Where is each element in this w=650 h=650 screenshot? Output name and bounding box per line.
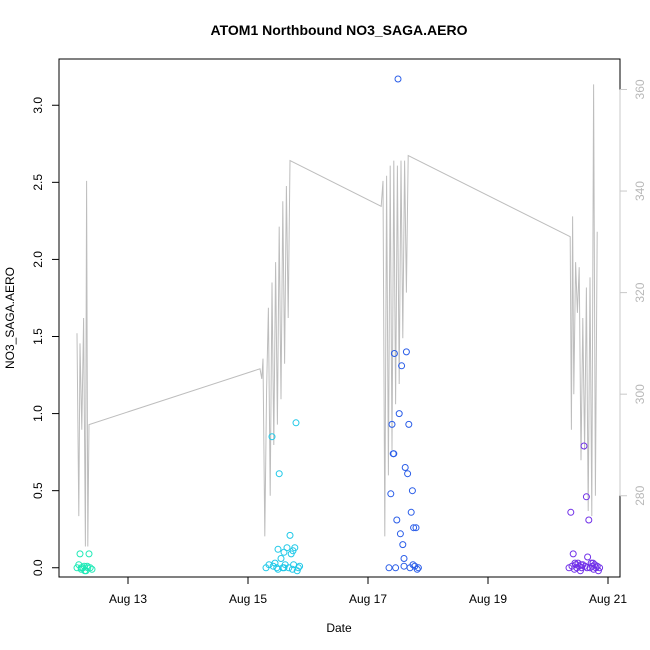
data-point — [585, 516, 593, 524]
data-point — [387, 490, 395, 498]
y-axis: 0.0 0.5 1.0 1.5 2.0 2.5 3.0 — [31, 97, 60, 576]
data-point — [577, 561, 585, 569]
data-point — [289, 547, 297, 555]
data-point — [76, 550, 84, 558]
data-point — [580, 442, 588, 450]
data-point — [400, 555, 408, 562]
data-point — [401, 464, 409, 471]
x-tick-label: Aug 13 — [109, 592, 147, 606]
data-point — [583, 564, 591, 572]
data-point — [581, 562, 589, 570]
y2-tick-label: 320 — [633, 282, 647, 302]
data-point — [596, 564, 604, 572]
x-tick-label: Aug 19 — [469, 592, 507, 606]
y2-tick-label: 280 — [633, 485, 647, 505]
data-point — [405, 420, 413, 428]
y-tick-label: 2.0 — [31, 251, 45, 268]
data-point — [398, 362, 406, 370]
data-point — [280, 564, 288, 572]
data-point — [404, 470, 412, 478]
data-point — [283, 544, 291, 552]
data-point — [584, 553, 592, 561]
data-point — [567, 508, 575, 516]
data-point — [88, 565, 96, 573]
y-tick-label: 1.5 — [31, 328, 45, 345]
data-point — [85, 550, 93, 558]
y-axis-label: NO3_SAGA.AERO — [3, 267, 17, 369]
data-point — [414, 564, 422, 572]
x-axis-label: Date — [326, 621, 352, 635]
x-axis: Aug 13 Aug 15 Aug 17 Aug 19 Aug 21 — [109, 576, 627, 606]
line-series — [76, 84, 598, 547]
data-point — [390, 450, 398, 458]
data-point — [393, 516, 401, 524]
data-point — [589, 559, 597, 567]
y-tick-label: 0.0 — [31, 559, 45, 576]
y2-tick-label: 360 — [633, 79, 647, 99]
data-point — [286, 531, 294, 539]
data-point — [409, 561, 417, 569]
data-point — [292, 419, 300, 427]
data-point — [569, 550, 577, 558]
y-tick-label: 2.5 — [31, 174, 45, 191]
plot-frame — [58, 58, 621, 578]
scatter-series — [73, 75, 604, 575]
chart-title: ATOM1 Northbound NO3_SAGA.AERO — [211, 22, 468, 38]
y-tick-label: 0.5 — [31, 482, 45, 499]
data-point — [83, 562, 91, 570]
data-point — [582, 493, 590, 501]
x-tick-label: Aug 15 — [229, 592, 267, 606]
x-tick-label: Aug 21 — [589, 592, 627, 606]
data-point — [294, 564, 302, 572]
data-point — [274, 545, 282, 553]
y-tick-label: 1.0 — [31, 405, 45, 422]
data-point — [408, 487, 416, 495]
data-point — [388, 420, 396, 428]
data-point — [285, 564, 293, 572]
data-point — [392, 564, 400, 572]
y2-axis: 280 300 320 340 360 — [619, 79, 647, 506]
data-point — [395, 410, 403, 418]
x-tick-label: Aug 17 — [349, 592, 387, 606]
data-point — [412, 524, 420, 532]
y2-tick-label: 300 — [633, 384, 647, 404]
y-tick-label: 3.0 — [31, 97, 45, 114]
data-point — [407, 508, 415, 516]
data-point — [399, 541, 407, 549]
data-point — [385, 564, 393, 572]
data-point — [277, 555, 285, 562]
y2-tick-label: 340 — [633, 181, 647, 201]
data-point — [402, 348, 410, 356]
data-point — [578, 564, 586, 572]
data-point — [390, 350, 398, 357]
data-point — [268, 433, 276, 441]
data-point — [396, 530, 404, 538]
data-point — [400, 562, 408, 570]
data-point — [296, 562, 304, 570]
data-point — [275, 470, 283, 478]
data-point — [410, 524, 418, 532]
data-point — [271, 559, 279, 567]
data-point — [394, 75, 402, 83]
data-point — [413, 565, 421, 573]
series-line — [76, 84, 598, 547]
